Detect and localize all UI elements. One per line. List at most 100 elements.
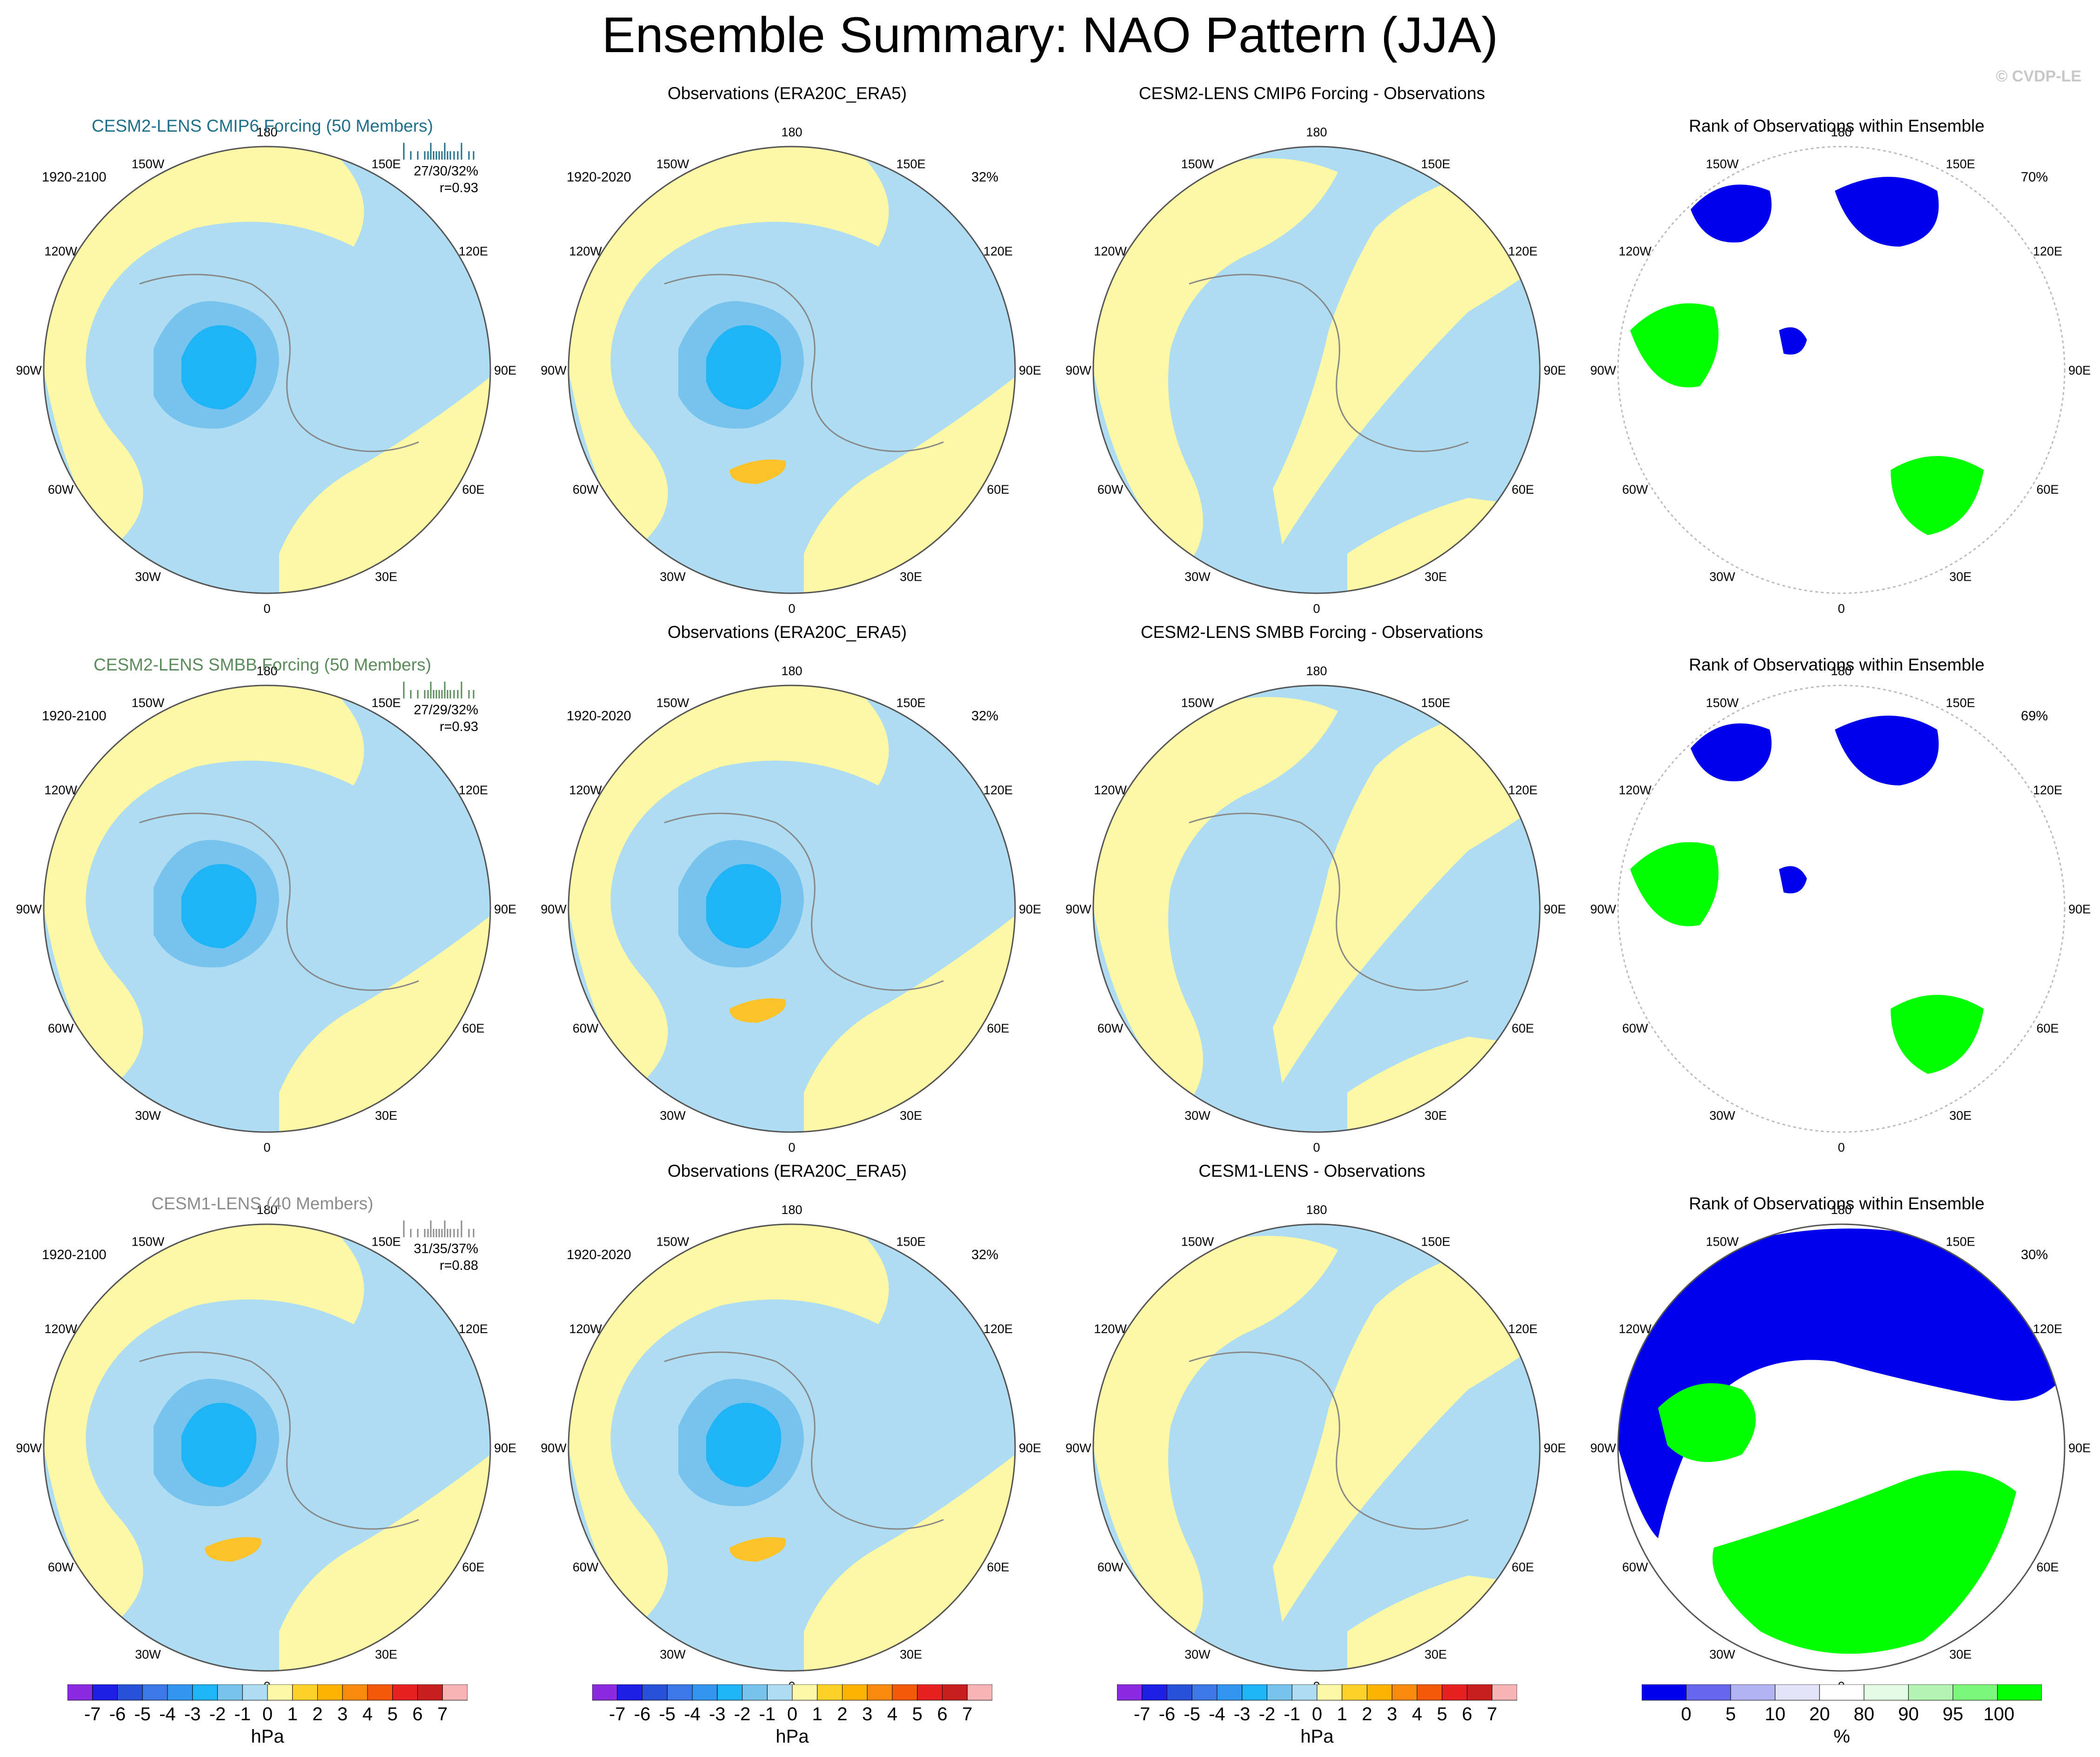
longitude-label: 90E: [1019, 363, 1041, 377]
longitude-label: 90W: [1590, 1441, 1616, 1455]
map-boundary: [1092, 684, 1541, 1133]
colorbar-swatch: [442, 1684, 468, 1701]
longitude-label: 90E: [494, 363, 516, 377]
colorbar-tick-label: -6: [634, 1704, 651, 1724]
longitude-label: 180: [256, 1203, 277, 1217]
coastline: [139, 274, 419, 452]
positive-anomaly-region: [568, 685, 889, 1083]
longitude-label: 30W: [660, 570, 686, 583]
longitude-label: 90W: [541, 902, 567, 916]
longitude-label: 150E: [371, 157, 401, 171]
colorbar-swatch: [1442, 1684, 1467, 1701]
high-rank-region: [1658, 1383, 1756, 1462]
negative-anomaly-core: [706, 1402, 782, 1487]
longitude-label: 150E: [371, 1235, 401, 1249]
longitude-label: 150E: [896, 1235, 925, 1249]
period-label: 1920-2020: [567, 1247, 631, 1262]
difference-title: CESM2-LENS CMIP6 Forcing - Observations: [1138, 84, 1485, 103]
longitude-label: 60E: [2036, 1560, 2059, 1574]
colorbar-swatch: [1317, 1684, 1343, 1701]
low-rank-region: [1691, 723, 1772, 782]
longitude-label: 30W: [1709, 1108, 1735, 1122]
colorbar-tick-label: 5: [1725, 1704, 1736, 1724]
longitude-label: 150W: [132, 1235, 165, 1249]
colorbar-swatch: [1342, 1684, 1367, 1701]
difference-title: CESM2-LENS SMBB Forcing - Observations: [1140, 623, 1484, 642]
colorbar-swatch: [167, 1684, 193, 1701]
longitude-label: 120W: [1618, 244, 1652, 258]
map-boundary: [568, 684, 1016, 1133]
colorbar-swatch: [767, 1684, 793, 1701]
longitude-label: 150E: [1421, 1235, 1450, 1249]
longitude-label: 150E: [1421, 157, 1450, 171]
colorbar-tick-label: 3: [1387, 1704, 1398, 1724]
difference-positive-region: [1273, 169, 1540, 544]
colorbar-unit: hPa: [1300, 1726, 1334, 1747]
longitude-label: 150W: [1181, 157, 1214, 171]
difference-positive-region: [1093, 1236, 1338, 1641]
coastline: [664, 1351, 944, 1530]
longitude-label: 90W: [1590, 902, 1616, 916]
ensemble-stats: 27/30/32% r=0.93: [399, 163, 478, 196]
colorbar-swatch: [1819, 1684, 1865, 1701]
colorbar-tick-label: 4: [362, 1704, 373, 1724]
longitude-label: 60E: [987, 1560, 1009, 1574]
high-rank-region: [1891, 456, 1984, 535]
longitude-label: 150W: [656, 157, 689, 171]
colorbar-swatch: [417, 1684, 443, 1701]
longitude-label: 60W: [48, 483, 74, 496]
map-boundary: [43, 684, 491, 1133]
high-rank-region: [1630, 842, 1719, 926]
longitude-label: 30W: [135, 570, 161, 583]
negative-anomaly-core: [706, 864, 782, 948]
coastline: [1189, 1351, 1469, 1530]
map-boundary: [1617, 146, 2066, 594]
longitude-label: 30W: [1709, 570, 1735, 583]
colorbar-swatch: [842, 1684, 868, 1701]
high-rank-region: [1630, 303, 1719, 388]
difference-panel: 180 150E 120E 90E 60E 30E 0 30W 60W 90W 120W 150W CE…: [1050, 623, 1574, 1167]
colorbar-swatch: [367, 1684, 393, 1701]
observation-panel: 180 150E 120E 90E 60E 30E 0 30W 60W 90W 120W 150W Ob…: [525, 84, 1050, 628]
longitude-label: 60W: [48, 1560, 74, 1574]
longitude-label: 120W: [569, 783, 602, 797]
longitude-label: 90W: [1065, 1441, 1091, 1455]
map-boundary: [43, 146, 491, 594]
longitude-label: 150W: [132, 696, 165, 710]
ensemble-member-strip: [403, 1221, 475, 1237]
longitude-label: 150E: [1946, 696, 1975, 710]
colorbar-swatch: [617, 1684, 642, 1701]
watermark: © CVDP-LE: [1996, 67, 2081, 85]
colorbar-tick-label: 5: [1437, 1704, 1447, 1724]
colorbar-tick-label: -1: [759, 1704, 776, 1724]
colorbar-swatches: [592, 1684, 993, 1701]
colorbar-tick-label: -3: [709, 1704, 726, 1724]
longitude-label: 60E: [462, 1560, 484, 1574]
ensemble-stats: 27/29/32% r=0.93: [399, 702, 478, 735]
rank-title: Rank of Observations within Ensemble: [1689, 116, 1985, 135]
pattern-correlation: r=0.93: [439, 181, 478, 195]
colorbar-swatch: [1686, 1684, 1731, 1701]
colorbar-tick-label: -5: [1184, 1704, 1201, 1724]
colorbar-swatch: [742, 1684, 768, 1701]
colorbar-tick-label: -7: [609, 1704, 626, 1724]
colorbar-tick-label: 3: [337, 1704, 348, 1724]
longitude-label: 180: [1306, 664, 1327, 678]
longitude-label: 180: [256, 664, 277, 678]
longitude-label: 150E: [896, 696, 925, 710]
longitude-label: 30E: [900, 1647, 922, 1661]
colorbar-tick-label: -5: [659, 1704, 676, 1724]
longitude-label: 90W: [16, 902, 42, 916]
rank-percent: 69%: [2021, 709, 2048, 724]
colorbar-tick-label: -7: [1133, 1704, 1150, 1724]
colorbar-tick-label: 0: [787, 1704, 798, 1724]
longitude-label: 90W: [541, 1441, 567, 1455]
colorbar-tick-label: -2: [209, 1704, 226, 1724]
map-boundary: [1617, 684, 2066, 1133]
longitude-label: 180: [256, 125, 277, 139]
